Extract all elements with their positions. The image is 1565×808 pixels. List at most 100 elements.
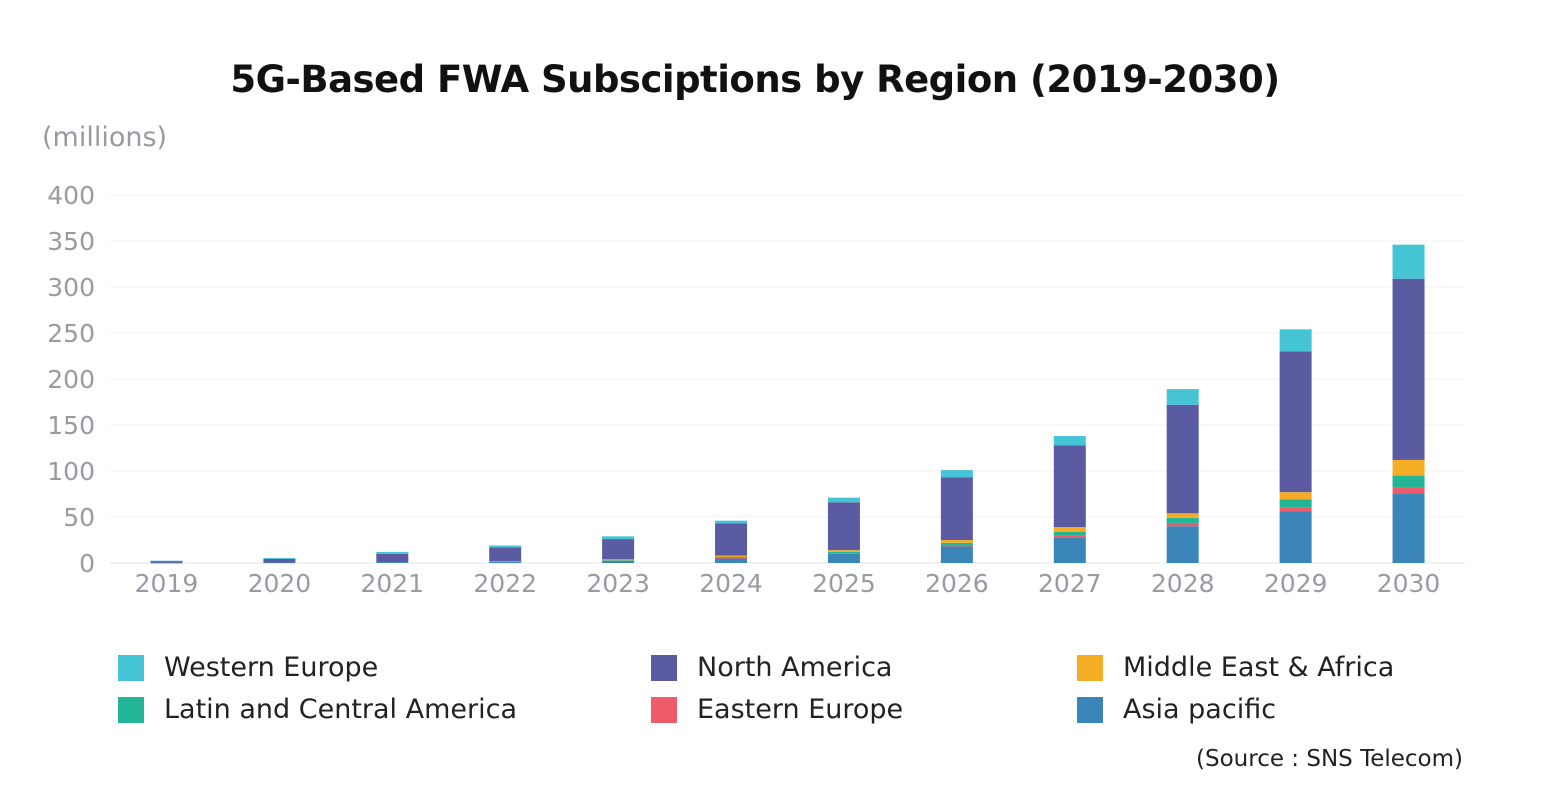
y-axis-unit-label: (millions) bbox=[42, 122, 168, 153]
bar-segment-western-europe-2026 bbox=[940, 470, 973, 478]
bar-segment-western-europe-2021 bbox=[376, 551, 409, 554]
bar-segment-latin-and-central-america-2027 bbox=[1053, 531, 1086, 536]
bar-segment-north-america-2027 bbox=[1053, 445, 1086, 528]
bar-segment-western-europe-2028 bbox=[1166, 389, 1199, 405]
bar-segment-eastern-europe-2030 bbox=[1392, 487, 1425, 494]
bar-segment-western-europe-2027 bbox=[1053, 436, 1086, 446]
source-note: (Source : SNS Telecom) bbox=[1196, 746, 1463, 772]
bar-segment-middle-east-africa-2025 bbox=[827, 550, 860, 552]
chart-title: 5G-Based FWA Subsciptions by Region (201… bbox=[230, 58, 1280, 101]
legend-label: Western Europe bbox=[164, 652, 379, 683]
bar-segment-asia-pacific-2030 bbox=[1392, 494, 1425, 563]
bar-segment-western-europe-2024 bbox=[715, 520, 748, 524]
bar-segment-western-europe-2023 bbox=[602, 536, 635, 540]
y-axis-ticks: 0 50 100 150 200 250 300 350 400 bbox=[47, 181, 95, 578]
x-tick-label: 2024 bbox=[699, 569, 763, 598]
legend-item-asia-pacific: Asia pacific bbox=[1077, 694, 1276, 725]
bar-segment-north-america-2028 bbox=[1166, 404, 1199, 514]
bar-segment-north-america-2023 bbox=[602, 539, 635, 560]
bar-segment-latin-and-central-america-2025 bbox=[827, 551, 860, 554]
bar-segment-middle-east-africa-2029 bbox=[1279, 492, 1312, 500]
legend-item-eastern-europe: Eastern Europe bbox=[651, 694, 903, 725]
bar-segment-western-europe-2019 bbox=[150, 560, 183, 562]
legend-swatch bbox=[118, 654, 144, 681]
legend-swatch bbox=[651, 696, 677, 723]
bar-segment-eastern-europe-2029 bbox=[1279, 507, 1312, 512]
x-tick-label: 2027 bbox=[1038, 569, 1102, 598]
bar-segment-latin-and-central-america-2030 bbox=[1392, 475, 1425, 488]
bar-segment-latin-and-central-america-2028 bbox=[1166, 517, 1199, 524]
bar-segment-asia-pacific-2029 bbox=[1279, 511, 1312, 563]
bar-segment-asia-pacific-2026 bbox=[940, 546, 973, 563]
bar-segment-eastern-europe-2025 bbox=[827, 553, 860, 554]
bar-segment-western-europe-2030 bbox=[1392, 244, 1425, 279]
bar-segment-middle-east-africa-2023 bbox=[602, 559, 635, 561]
bar-segment-north-america-2026 bbox=[940, 477, 973, 540]
bar-segment-asia-pacific-2028 bbox=[1166, 526, 1199, 563]
legend-label: Middle East & Africa bbox=[1123, 652, 1395, 683]
legend-label: North America bbox=[697, 652, 893, 683]
bar-segment-eastern-europe-2028 bbox=[1166, 523, 1199, 527]
x-tick-label: 2019 bbox=[135, 569, 199, 598]
x-tick-label: 2028 bbox=[1151, 569, 1215, 598]
bar-segment-north-america-2024 bbox=[715, 523, 748, 556]
bar-segment-north-america-2029 bbox=[1279, 351, 1312, 493]
legend-item-latin-central-america: Latin and Central America bbox=[118, 694, 517, 725]
legend-item-western-europe: Western Europe bbox=[118, 652, 378, 683]
bar-segment-latin-and-central-america-2029 bbox=[1279, 499, 1312, 508]
x-tick-label: 2020 bbox=[248, 569, 312, 598]
bar-segment-western-europe-2020 bbox=[263, 557, 296, 559]
legend-swatch bbox=[1077, 654, 1103, 681]
bar-segment-asia-pacific-2024 bbox=[715, 558, 748, 563]
x-tick-label: 2025 bbox=[812, 569, 876, 598]
bar-segment-north-america-2025 bbox=[827, 502, 860, 551]
bar-segment-middle-east-africa-2027 bbox=[1053, 527, 1086, 532]
bar-segment-western-europe-2029 bbox=[1279, 329, 1312, 352]
legend-label: Latin and Central America bbox=[164, 694, 518, 725]
y-tick-label: 100 bbox=[47, 457, 95, 486]
bar-segment-north-america-2020 bbox=[263, 558, 296, 563]
bar-segment-western-europe-2025 bbox=[827, 497, 860, 503]
legend-swatch bbox=[118, 696, 144, 723]
y-tick-label: 200 bbox=[47, 365, 95, 394]
bar-segment-asia-pacific-2021 bbox=[376, 562, 409, 563]
x-tick-label: 2022 bbox=[473, 569, 537, 598]
bar-segment-north-america-2030 bbox=[1392, 278, 1425, 460]
y-tick-label: 400 bbox=[47, 181, 95, 210]
bar-segment-asia-pacific-2023 bbox=[602, 560, 635, 563]
bar-segment-latin-and-central-america-2024 bbox=[715, 557, 748, 558]
y-tick-label: 0 bbox=[79, 549, 95, 578]
bar-segment-asia-pacific-2025 bbox=[827, 553, 860, 563]
legend-swatch bbox=[651, 654, 677, 681]
x-tick-label: 2026 bbox=[925, 569, 989, 598]
bar-segment-asia-pacific-2022 bbox=[489, 561, 522, 563]
bar-segment-eastern-europe-2026 bbox=[940, 545, 973, 547]
bar-segment-eastern-europe-2027 bbox=[1053, 535, 1086, 538]
legend-label: Asia pacific bbox=[1123, 694, 1277, 725]
bar-segment-latin-and-central-america-2026 bbox=[940, 542, 973, 546]
bar-segment-middle-east-africa-2026 bbox=[940, 540, 973, 543]
bar-segment-latin-and-central-america-2023 bbox=[602, 560, 635, 561]
bar-segment-asia-pacific-2027 bbox=[1053, 537, 1086, 563]
x-tick-label: 2030 bbox=[1377, 569, 1441, 598]
bar-segment-middle-east-africa-2022 bbox=[489, 561, 522, 562]
stacked-bar-chart: 0 50 100 150 200 250 300 350 400 2019 2020 2021 202… bbox=[47, 181, 1465, 598]
x-axis-ticks: 2019 2020 2021 2022 2023 2024 2025 2026 2027 2028… bbox=[135, 569, 1441, 598]
x-tick-label: 2029 bbox=[1264, 569, 1328, 598]
y-tick-label: 300 bbox=[47, 273, 95, 302]
bar-segment-eastern-europe-2024 bbox=[715, 557, 748, 559]
legend-swatch bbox=[1077, 696, 1103, 723]
bar-segment-asia-pacific-2020 bbox=[263, 562, 296, 564]
bars bbox=[150, 244, 1425, 564]
bar-segment-middle-east-africa-2024 bbox=[715, 555, 748, 558]
x-tick-label: 2023 bbox=[586, 569, 650, 598]
bar-segment-middle-east-africa-2028 bbox=[1166, 513, 1199, 518]
legend-item-north-america: North America bbox=[651, 652, 892, 683]
x-tick-label: 2021 bbox=[360, 569, 424, 598]
legend-item-middle-east-africa: Middle East & Africa bbox=[1077, 652, 1394, 683]
bar-segment-north-america-2022 bbox=[489, 547, 522, 562]
legend-label: Eastern Europe bbox=[697, 694, 904, 725]
bar-segment-north-america-2019 bbox=[150, 560, 183, 563]
bar-segment-middle-east-africa-2030 bbox=[1392, 459, 1425, 476]
y-tick-label: 250 bbox=[47, 319, 95, 348]
